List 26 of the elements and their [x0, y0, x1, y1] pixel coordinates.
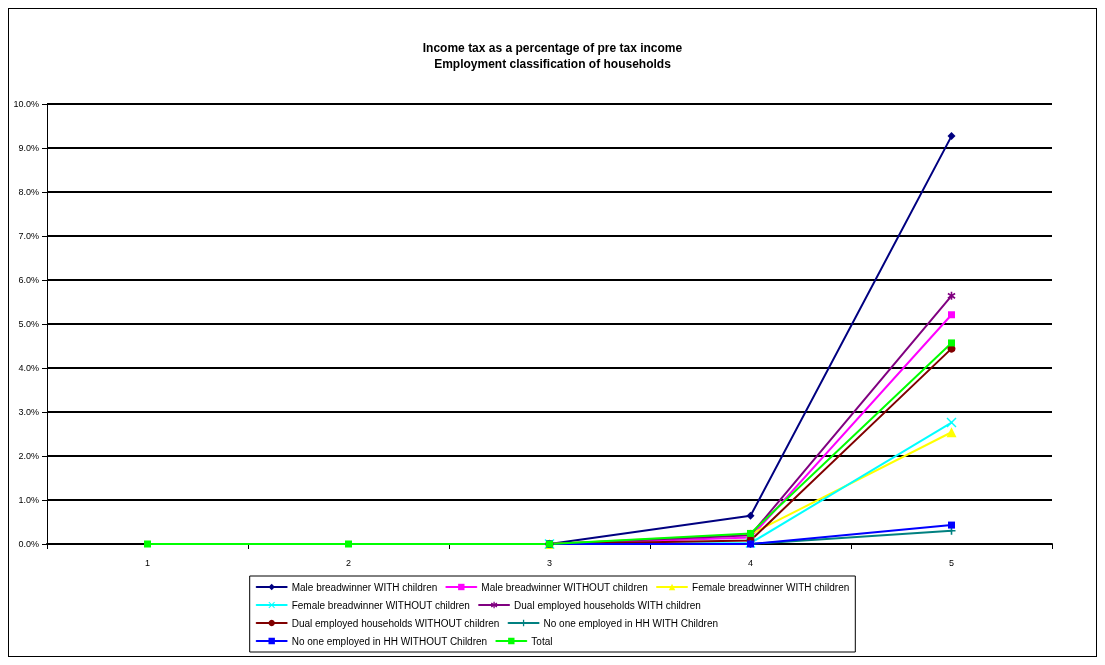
legend-label: Female breadwinner WITHOUT children	[291, 599, 470, 611]
legend-label: Male breadwinner WITHOUT children	[481, 581, 648, 593]
y-tick-label: 5.0%	[18, 319, 39, 329]
legend-label: No one employed in HH WITH Children	[543, 617, 719, 629]
legend-label: Female breadwinner WITH children	[692, 581, 850, 593]
x-tick-label: 5	[948, 557, 955, 568]
x-tick-label: 3	[546, 557, 553, 568]
y-tick-label: 4.0%	[18, 363, 39, 373]
legend-label: Male breadwinner WITH children	[291, 581, 438, 593]
y-tick-label: 1.0%	[18, 495, 39, 505]
y-tick-label: 2.0%	[18, 451, 39, 461]
y-tick-label: 7.0%	[18, 231, 39, 241]
y-tick-label: 9.0%	[18, 143, 39, 153]
y-tick-label: 0.0%	[18, 539, 39, 549]
x-tick-label: 1	[144, 557, 151, 568]
legend-label: Dual employed households WITHOUT children	[291, 617, 500, 629]
y-tick-label: 10.0%	[13, 99, 39, 109]
x-tick-label: 2	[345, 557, 352, 568]
legend-label: Total	[531, 635, 553, 647]
y-tick-label: 6.0%	[18, 275, 39, 285]
y-tick-label: 8.0%	[18, 187, 39, 197]
legend-label: No one employed in HH WITHOUT Children	[291, 635, 488, 647]
legend-label: Dual employed households WITH children	[514, 599, 701, 611]
chart-title: Income tax as a percentage of pre tax income Employment classification of households	[422, 41, 683, 71]
y-tick-label: 3.0%	[18, 407, 39, 417]
x-tick-label: 4	[747, 557, 754, 568]
